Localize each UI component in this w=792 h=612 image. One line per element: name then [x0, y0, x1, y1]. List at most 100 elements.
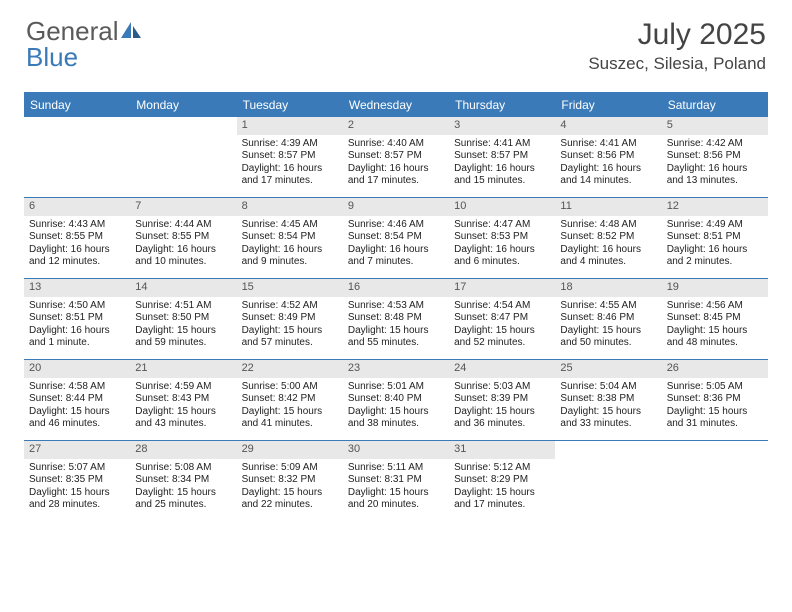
day-cell: 20Sunrise: 4:58 AMSunset: 8:44 PMDayligh… — [24, 360, 130, 440]
day-cell: 22Sunrise: 5:00 AMSunset: 8:42 PMDayligh… — [237, 360, 343, 440]
header: GeneralBlue July 2025 Suszec, Silesia, P… — [0, 0, 792, 82]
day-cell: 4Sunrise: 4:41 AMSunset: 8:56 PMDaylight… — [555, 117, 661, 197]
day-cell: 13Sunrise: 4:50 AMSunset: 8:51 PMDayligh… — [24, 279, 130, 359]
sunrise-text: Sunrise: 4:40 AM — [348, 138, 444, 151]
day-cell: 24Sunrise: 5:03 AMSunset: 8:39 PMDayligh… — [449, 360, 555, 440]
day-number: 24 — [449, 360, 555, 378]
daylight-text: Daylight: 15 hours and 17 minutes. — [454, 487, 550, 512]
dow-tuesday: Tuesday — [237, 94, 343, 116]
day-content: Sunrise: 4:59 AMSunset: 8:43 PMDaylight:… — [130, 378, 236, 436]
sunset-text: Sunset: 8:38 PM — [560, 393, 656, 406]
day-number: 16 — [343, 279, 449, 297]
day-content: Sunrise: 4:58 AMSunset: 8:44 PMDaylight:… — [24, 378, 130, 436]
day-content: Sunrise: 4:48 AMSunset: 8:52 PMDaylight:… — [555, 216, 661, 274]
sunrise-text: Sunrise: 4:42 AM — [667, 138, 763, 151]
day-content: Sunrise: 4:54 AMSunset: 8:47 PMDaylight:… — [449, 297, 555, 355]
daylight-text: Daylight: 15 hours and 55 minutes. — [348, 325, 444, 350]
sunrise-text: Sunrise: 4:51 AM — [135, 300, 231, 313]
day-content: Sunrise: 4:40 AMSunset: 8:57 PMDaylight:… — [343, 135, 449, 193]
sunrise-text: Sunrise: 4:39 AM — [242, 138, 338, 151]
daylight-text: Daylight: 15 hours and 25 minutes. — [135, 487, 231, 512]
sunrise-text: Sunrise: 4:41 AM — [454, 138, 550, 151]
sunrise-text: Sunrise: 5:00 AM — [242, 381, 338, 394]
day-cell: 30Sunrise: 5:11 AMSunset: 8:31 PMDayligh… — [343, 441, 449, 521]
sunset-text: Sunset: 8:56 PM — [667, 150, 763, 163]
daylight-text: Daylight: 16 hours and 17 minutes. — [242, 163, 338, 188]
day-number: 22 — [237, 360, 343, 378]
day-number: 8 — [237, 198, 343, 216]
sunrise-text: Sunrise: 4:53 AM — [348, 300, 444, 313]
day-number: 3 — [449, 117, 555, 135]
day-cell: 28Sunrise: 5:08 AMSunset: 8:34 PMDayligh… — [130, 441, 236, 521]
day-content: Sunrise: 4:41 AMSunset: 8:57 PMDaylight:… — [449, 135, 555, 193]
daylight-text: Daylight: 16 hours and 1 minute. — [29, 325, 125, 350]
days-of-week-row: SundayMondayTuesdayWednesdayThursdayFrid… — [24, 94, 768, 116]
day-content: Sunrise: 4:50 AMSunset: 8:51 PMDaylight:… — [24, 297, 130, 355]
day-content: Sunrise: 4:41 AMSunset: 8:56 PMDaylight:… — [555, 135, 661, 193]
day-number: 11 — [555, 198, 661, 216]
sunrise-text: Sunrise: 4:59 AM — [135, 381, 231, 394]
daylight-text: Daylight: 15 hours and 50 minutes. — [560, 325, 656, 350]
day-content: Sunrise: 5:04 AMSunset: 8:38 PMDaylight:… — [555, 378, 661, 436]
daylight-text: Daylight: 15 hours and 31 minutes. — [667, 406, 763, 431]
day-cell: 14Sunrise: 4:51 AMSunset: 8:50 PMDayligh… — [130, 279, 236, 359]
daylight-text: Daylight: 15 hours and 48 minutes. — [667, 325, 763, 350]
day-content: Sunrise: 5:05 AMSunset: 8:36 PMDaylight:… — [662, 378, 768, 436]
week-row: 6Sunrise: 4:43 AMSunset: 8:55 PMDaylight… — [24, 197, 768, 278]
sunrise-text: Sunrise: 4:54 AM — [454, 300, 550, 313]
day-number: 23 — [343, 360, 449, 378]
sunset-text: Sunset: 8:55 PM — [29, 231, 125, 244]
sunset-text: Sunset: 8:34 PM — [135, 474, 231, 487]
daylight-text: Daylight: 16 hours and 10 minutes. — [135, 244, 231, 269]
day-cell: 18Sunrise: 4:55 AMSunset: 8:46 PMDayligh… — [555, 279, 661, 359]
day-cell: 6Sunrise: 4:43 AMSunset: 8:55 PMDaylight… — [24, 198, 130, 278]
day-cell: 12Sunrise: 4:49 AMSunset: 8:51 PMDayligh… — [662, 198, 768, 278]
day-content: Sunrise: 5:08 AMSunset: 8:34 PMDaylight:… — [130, 459, 236, 517]
day-cell: 15Sunrise: 4:52 AMSunset: 8:49 PMDayligh… — [237, 279, 343, 359]
day-number: 4 — [555, 117, 661, 135]
day-number: 14 — [130, 279, 236, 297]
daylight-text: Daylight: 15 hours and 33 minutes. — [560, 406, 656, 431]
daylight-text: Daylight: 15 hours and 28 minutes. — [29, 487, 125, 512]
week-row: 20Sunrise: 4:58 AMSunset: 8:44 PMDayligh… — [24, 359, 768, 440]
month-title: July 2025 — [588, 18, 766, 52]
day-cell: 2Sunrise: 4:40 AMSunset: 8:57 PMDaylight… — [343, 117, 449, 197]
day-cell: 31Sunrise: 5:12 AMSunset: 8:29 PMDayligh… — [449, 441, 555, 521]
sunset-text: Sunset: 8:57 PM — [242, 150, 338, 163]
sunrise-text: Sunrise: 5:08 AM — [135, 462, 231, 475]
day-number: 21 — [130, 360, 236, 378]
day-number: 31 — [449, 441, 555, 459]
day-cell: 19Sunrise: 4:56 AMSunset: 8:45 PMDayligh… — [662, 279, 768, 359]
sunrise-text: Sunrise: 5:09 AM — [242, 462, 338, 475]
day-number: 10 — [449, 198, 555, 216]
week-row: 27Sunrise: 5:07 AMSunset: 8:35 PMDayligh… — [24, 440, 768, 521]
sunset-text: Sunset: 8:49 PM — [242, 312, 338, 325]
day-cell — [24, 117, 130, 197]
day-number: 19 — [662, 279, 768, 297]
dow-sunday: Sunday — [24, 94, 130, 116]
sunrise-text: Sunrise: 4:44 AM — [135, 219, 231, 232]
day-content: Sunrise: 4:47 AMSunset: 8:53 PMDaylight:… — [449, 216, 555, 274]
sunrise-text: Sunrise: 4:55 AM — [560, 300, 656, 313]
sunrise-text: Sunrise: 4:52 AM — [242, 300, 338, 313]
sunset-text: Sunset: 8:48 PM — [348, 312, 444, 325]
sunset-text: Sunset: 8:57 PM — [454, 150, 550, 163]
sunset-text: Sunset: 8:32 PM — [242, 474, 338, 487]
day-content: Sunrise: 5:03 AMSunset: 8:39 PMDaylight:… — [449, 378, 555, 436]
sunrise-text: Sunrise: 4:46 AM — [348, 219, 444, 232]
day-cell: 26Sunrise: 5:05 AMSunset: 8:36 PMDayligh… — [662, 360, 768, 440]
day-cell: 10Sunrise: 4:47 AMSunset: 8:53 PMDayligh… — [449, 198, 555, 278]
daylight-text: Daylight: 16 hours and 15 minutes. — [454, 163, 550, 188]
day-number: 9 — [343, 198, 449, 216]
sunrise-text: Sunrise: 4:50 AM — [29, 300, 125, 313]
sunrise-text: Sunrise: 5:07 AM — [29, 462, 125, 475]
dow-saturday: Saturday — [662, 94, 768, 116]
sunrise-text: Sunrise: 4:56 AM — [667, 300, 763, 313]
sunset-text: Sunset: 8:51 PM — [29, 312, 125, 325]
day-number: 1 — [237, 117, 343, 135]
sunset-text: Sunset: 8:44 PM — [29, 393, 125, 406]
sunrise-text: Sunrise: 4:49 AM — [667, 219, 763, 232]
sunset-text: Sunset: 8:42 PM — [242, 393, 338, 406]
day-content: Sunrise: 4:43 AMSunset: 8:55 PMDaylight:… — [24, 216, 130, 274]
daylight-text: Daylight: 16 hours and 9 minutes. — [242, 244, 338, 269]
